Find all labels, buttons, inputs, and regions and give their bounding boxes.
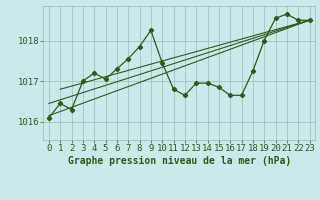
X-axis label: Graphe pression niveau de la mer (hPa): Graphe pression niveau de la mer (hPa) xyxy=(68,156,291,166)
